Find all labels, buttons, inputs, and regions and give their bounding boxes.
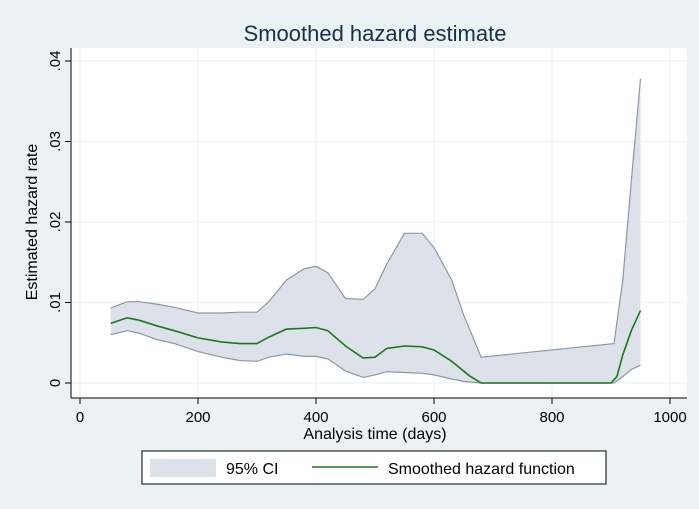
chart-title: Smoothed hazard estimate: [244, 21, 507, 46]
y-tick-label: 0: [47, 379, 64, 387]
y-tick-label: .04: [47, 51, 64, 72]
y-tick-label: .02: [47, 212, 64, 233]
ci-band: [110, 78, 641, 383]
x-tick-label: 200: [185, 409, 210, 426]
x-tick-label: 0: [76, 409, 84, 426]
y-tick-label: .01: [47, 292, 64, 313]
y-axis-title: Estimated hazard rate: [24, 144, 41, 301]
ci-upper-edge: [110, 78, 642, 358]
x-tick-label: 800: [539, 409, 564, 426]
y-tick-label: .03: [47, 131, 64, 152]
x-tick-label: 1000: [653, 409, 686, 426]
ci-lower-edge: [110, 330, 641, 384]
smoothed-hazard-line: [110, 310, 642, 384]
x-tick-label: 600: [421, 409, 446, 426]
x-axis-title: Analysis time (days): [303, 426, 446, 443]
legend-ci-swatch: [150, 459, 216, 477]
legend-hazard-label: Smoothed hazard function: [388, 461, 575, 478]
legend-ci-label: 95% CI: [226, 461, 278, 478]
legend: 95% CI Smoothed hazard function: [141, 450, 607, 485]
axes: 0 200 400 600 800 1000 0 .01 .02 .03 .04: [47, 48, 687, 426]
x-tick-label: 400: [303, 409, 328, 426]
